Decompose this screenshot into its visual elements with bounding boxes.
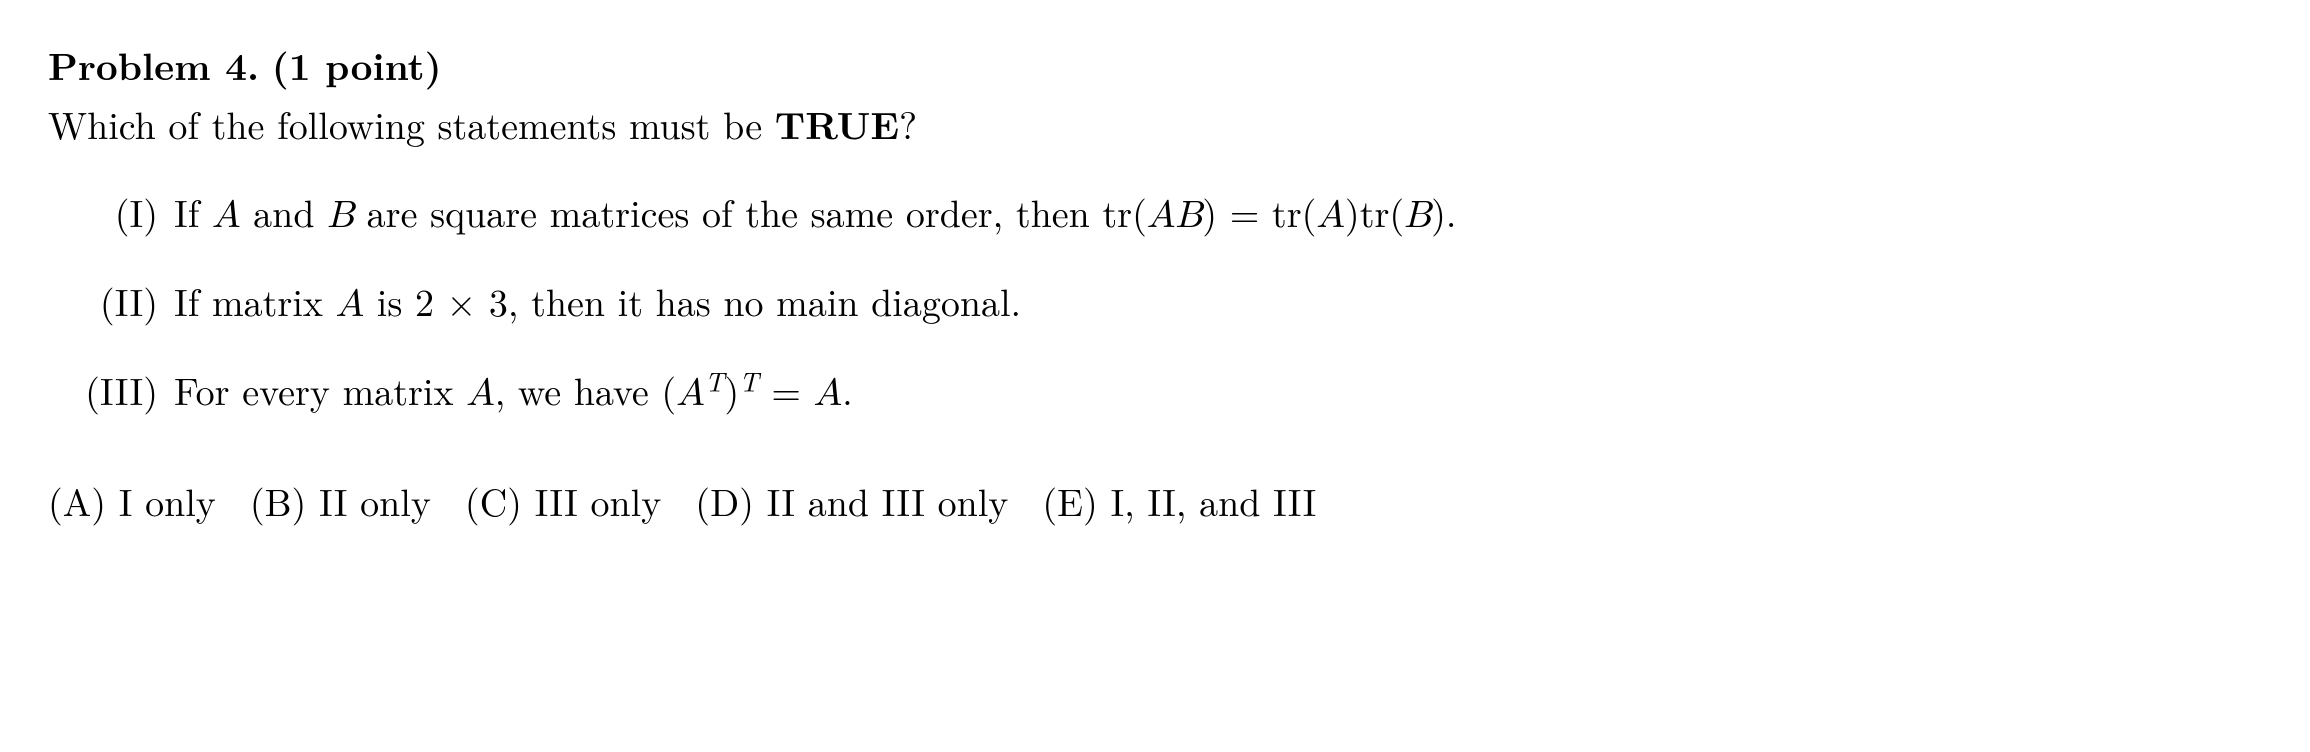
statement-body: If matrix A is 2 × 3, then it has no mai… (174, 276, 2262, 331)
option-text: II only (319, 474, 431, 528)
var: A (1316, 197, 1345, 235)
var: A (814, 375, 843, 413)
answer-options: (A) I only (B) II only (C) III only (D) … (48, 476, 2262, 527)
statement-body: If A and B are square matrices of the sa… (174, 187, 2262, 242)
problem-points: (1 point) (272, 38, 442, 92)
option-b: (B) II only (250, 476, 431, 527)
option-label: (E) (1042, 474, 1097, 528)
option-text: III only (535, 474, 662, 528)
text: = (759, 363, 814, 417)
option-text: II and III only (767, 474, 1009, 528)
question-text: Which of the following statements must b… (48, 99, 2262, 150)
var: B (327, 197, 354, 235)
text: are square matrices of the same order, t… (354, 185, 1147, 239)
problem-header: Problem 4. (1 point) (48, 40, 2262, 91)
var: A (336, 286, 365, 324)
statement-body: For every matrix A, we have (AT)T = A. (174, 365, 2262, 420)
var: A (212, 197, 241, 235)
option-a: (A) I only (48, 476, 216, 527)
text: and (241, 185, 328, 239)
statement-1: (I) If A and B are square matrices of th… (84, 187, 2262, 242)
var: A (676, 375, 705, 413)
statement-roman: (III) (84, 365, 174, 420)
option-d: (D) II and III only (695, 476, 1008, 527)
statements-list: (I) If A and B are square matrices of th… (48, 187, 2262, 421)
option-label: (A) (48, 474, 106, 528)
statement-2: (II) If matrix A is 2 × 3, then it has n… (84, 276, 2262, 331)
var: B (1404, 197, 1431, 235)
text: ). (1431, 185, 1456, 239)
option-c: (C) III only (465, 476, 661, 527)
problem-label: Problem 4. (48, 38, 259, 92)
text: If matrix (174, 274, 336, 328)
text: For every matrix (174, 363, 466, 417)
option-text: I, II, and III (1110, 474, 1316, 528)
text: is 2 × 3, then it has no main diagonal. (364, 274, 1021, 328)
option-label: (C) (465, 474, 522, 528)
option-label: (B) (250, 474, 306, 528)
option-label: (D) (695, 474, 754, 528)
var: A (466, 375, 495, 413)
text: ) (724, 363, 739, 417)
question-prefix: Which of the following statements must b… (48, 97, 775, 151)
var: AB (1147, 197, 1202, 235)
option-text: I only (119, 474, 216, 528)
question-emphasis: TRUE (775, 97, 899, 151)
option-e: (E) I, II, and III (1042, 476, 1316, 527)
text: . (842, 363, 853, 417)
statement-3: (III) For every matrix A, we have (AT)T … (84, 365, 2262, 420)
superscript: T (739, 361, 759, 400)
question-suffix: ? (899, 97, 917, 151)
text: ) = tr( (1202, 185, 1316, 239)
statement-roman: (II) (84, 276, 174, 331)
text: , we have ( (495, 363, 677, 417)
superscript: T (705, 361, 725, 400)
text: If (174, 185, 212, 239)
text: )tr( (1345, 185, 1404, 239)
statement-roman: (I) (84, 187, 174, 242)
